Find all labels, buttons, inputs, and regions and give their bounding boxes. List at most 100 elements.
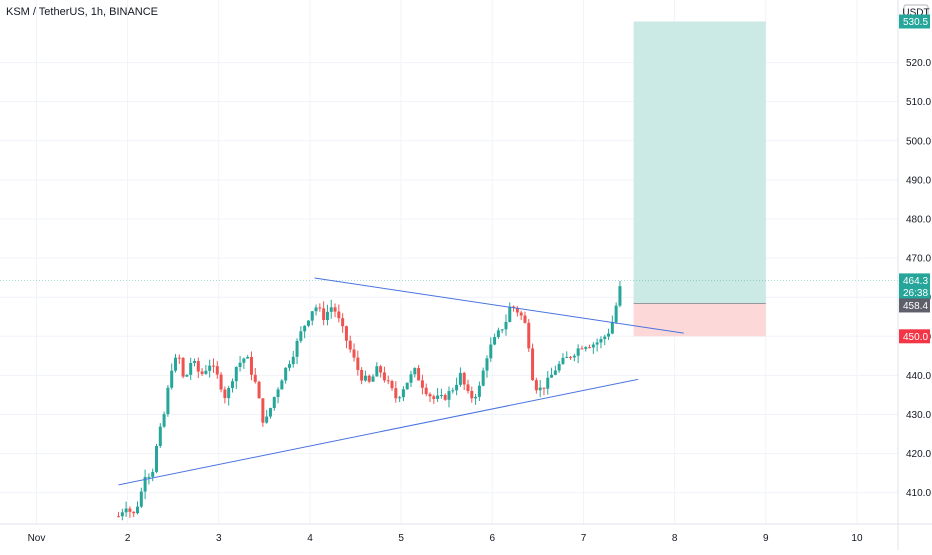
candle-body <box>603 336 607 340</box>
candle-body <box>409 374 413 383</box>
candle-body <box>181 358 185 377</box>
candle-body <box>185 374 189 377</box>
x-tick-label: 3 <box>216 533 222 544</box>
last-badge-bg <box>899 273 930 300</box>
candle-body <box>557 363 561 371</box>
candle-body <box>405 382 409 390</box>
y-tick-label: 490.0 <box>906 175 931 186</box>
candle-body <box>618 286 622 306</box>
candle-body <box>363 375 367 381</box>
entry-badge-bg <box>899 298 930 313</box>
candle-body <box>443 395 447 400</box>
candle-body <box>565 356 569 358</box>
candle-body <box>382 372 386 381</box>
target-zone <box>633 21 766 304</box>
candle-body <box>189 362 193 375</box>
candle-body <box>550 374 554 378</box>
candle-body <box>158 426 162 447</box>
candle-body <box>344 326 348 341</box>
y-tick-label: 410.0 <box>906 488 931 499</box>
candle-body <box>322 308 326 321</box>
candle-body <box>173 357 177 371</box>
candle-body <box>306 320 310 326</box>
x-tick-label: 8 <box>672 533 678 544</box>
candle-body <box>246 357 250 359</box>
y-tick-label: 470.0 <box>906 254 931 265</box>
candle-body <box>447 391 451 400</box>
candle-body <box>257 381 261 399</box>
candle-body <box>337 311 341 319</box>
candle-body <box>542 387 546 389</box>
candle-body <box>458 372 462 385</box>
candle-body <box>151 471 155 477</box>
candle-body <box>265 416 269 423</box>
candles <box>117 280 622 521</box>
candle-body <box>553 370 557 375</box>
target-badge: 530.5 <box>903 17 928 28</box>
candle-body <box>177 357 181 359</box>
stop-badge: 450.0 <box>903 332 928 343</box>
candle-body <box>219 374 223 390</box>
candle-body <box>413 368 417 375</box>
candle-body <box>439 395 443 397</box>
candle-body <box>211 365 215 367</box>
candle-body <box>329 307 333 312</box>
candle-body <box>132 511 136 514</box>
candle-body <box>249 357 253 375</box>
y-tick-label: 430.0 <box>906 410 931 421</box>
candle-body <box>276 389 280 398</box>
candle-body <box>360 370 364 381</box>
candle-body <box>124 508 128 513</box>
candle-body <box>610 322 614 334</box>
candle-body <box>147 476 151 478</box>
stop-zone <box>633 303 766 337</box>
candle-body <box>504 321 508 330</box>
trendline-lower <box>118 378 639 486</box>
x-tick-label: 4 <box>307 533 313 544</box>
candle-body <box>192 361 196 363</box>
candle-body <box>166 387 170 415</box>
candle-body <box>128 508 132 512</box>
candle-body <box>417 368 421 381</box>
candle-body <box>470 390 474 399</box>
entry-badge: 458.4 <box>903 301 928 312</box>
candle-body <box>352 349 356 358</box>
candle-body <box>314 307 318 312</box>
candle-body <box>493 337 497 345</box>
currency-label: USDT <box>902 8 929 19</box>
candle-body <box>223 389 227 399</box>
candle-body <box>531 348 535 381</box>
candle-body <box>572 355 576 358</box>
candle-body <box>390 381 394 389</box>
candle-body <box>508 306 512 322</box>
candle-body <box>432 396 436 399</box>
candle-body <box>303 325 307 332</box>
candle-body <box>576 348 580 356</box>
candle-body <box>318 307 322 309</box>
candle-body <box>295 340 299 357</box>
candle-body <box>230 381 234 388</box>
y-tick-label: 480.0 <box>906 214 931 225</box>
x-tick-label: 10 <box>851 533 863 544</box>
candle-body <box>287 364 291 368</box>
candle-body <box>394 388 398 399</box>
candle-body <box>227 387 231 399</box>
candle-body <box>348 340 352 350</box>
x-tick-label: 6 <box>490 533 496 544</box>
candle-body <box>238 362 242 367</box>
candle-body <box>341 318 345 327</box>
y-tick-label: 440.0 <box>906 371 931 382</box>
candle-body <box>139 491 143 507</box>
candle-body <box>196 361 200 372</box>
candle-body <box>401 389 405 398</box>
candle-body <box>580 348 584 350</box>
candle-body <box>500 329 504 331</box>
candle-body <box>489 344 493 359</box>
candle-body <box>523 315 527 323</box>
candle-body <box>386 380 390 382</box>
candle-body <box>462 372 466 385</box>
candle-body <box>333 307 337 312</box>
candle-body <box>561 357 565 364</box>
candle-body <box>588 347 592 349</box>
